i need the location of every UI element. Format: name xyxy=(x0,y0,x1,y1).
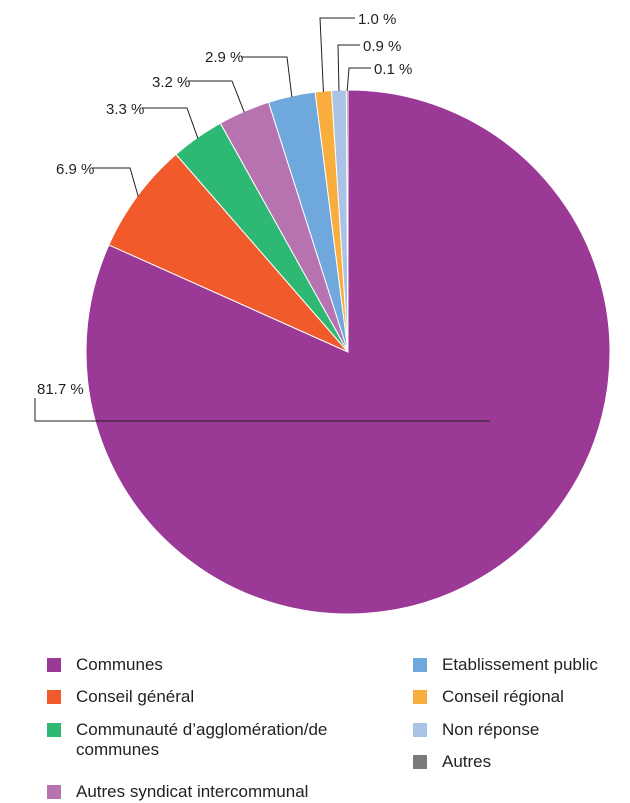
legend-item-non-reponse: Non réponse xyxy=(413,720,630,740)
leader-line-conseil-regional xyxy=(319,17,355,93)
legend-item-autres: Autres xyxy=(413,752,630,772)
legend-label: Communauté d’agglomération/de communes xyxy=(76,720,328,759)
leader-lines xyxy=(34,17,490,422)
legend-label: Non réponse xyxy=(442,720,540,739)
legend-label: Conseil général xyxy=(76,687,195,706)
leader-line-autres xyxy=(346,67,371,92)
leader-line-communes xyxy=(34,398,490,422)
leader-line-etablissement-public xyxy=(241,56,293,98)
legend-swatch xyxy=(413,755,427,769)
legend-swatch xyxy=(47,785,61,799)
legend-item-conseil-regional: Conseil régional xyxy=(413,687,630,707)
data-label-conseil-general: 6.9 % xyxy=(56,161,94,178)
legend-item-conseil-general: Conseil général xyxy=(47,687,367,707)
legend-label: Conseil régional xyxy=(442,687,564,706)
data-label-etablissement-public: 2.9 % xyxy=(205,49,243,66)
legend-swatch xyxy=(47,658,61,672)
legend-label: Autres syndicat intercommunal xyxy=(76,782,309,801)
legend-label: Etablissement public xyxy=(442,655,598,674)
legend-item-etablissement-public: Etablissement public xyxy=(413,655,630,675)
pie-slices xyxy=(85,89,611,615)
data-label-autres-syndicat-intercommunal: 3.2 % xyxy=(152,74,190,91)
leader-line-conseil-general xyxy=(92,167,139,197)
legend-item-communes: Communes xyxy=(47,655,367,675)
legend-item-autres-syndicat-intercommunal: Autres syndicat intercommunal xyxy=(47,782,387,802)
legend-item-communaute-d-agglomeration-de-communes: Communauté d’agglomération/de communes xyxy=(47,720,377,760)
data-label-non-reponse: 0.9 % xyxy=(363,38,401,55)
data-label-communaute-d-agglomeration-de-communes: 3.3 % xyxy=(106,101,144,118)
data-label-communes: 81.7 % xyxy=(37,381,84,398)
legend-label: Autres xyxy=(442,752,492,771)
data-label-autres: 0.1 % xyxy=(374,61,412,78)
pie-slice-conseil-general xyxy=(108,153,349,353)
legend-swatch xyxy=(413,658,427,672)
leader-line-communaute-d-agglomeration-de-communes xyxy=(142,107,199,139)
legend-swatch xyxy=(47,723,61,737)
legend-swatch xyxy=(413,690,427,704)
data-label-conseil-regional: 1.0 % xyxy=(358,11,396,28)
legend-label: Communes xyxy=(76,655,163,674)
leader-line-non-reponse xyxy=(337,44,360,92)
leader-line-autres-syndicat-intercommunal xyxy=(188,80,245,113)
pie-chart: 81.7 % 6.9 % 3.3 % 3.2 % 2.9 % 1.0 % 0.9 % 0.1 … xyxy=(34,11,611,615)
legend-swatch xyxy=(413,723,427,737)
legend-swatch xyxy=(47,690,61,704)
data-labels: 81.7 % 6.9 % 3.3 % 3.2 % 2.9 % 1.0 % 0.9 % 0.1 … xyxy=(37,11,412,398)
